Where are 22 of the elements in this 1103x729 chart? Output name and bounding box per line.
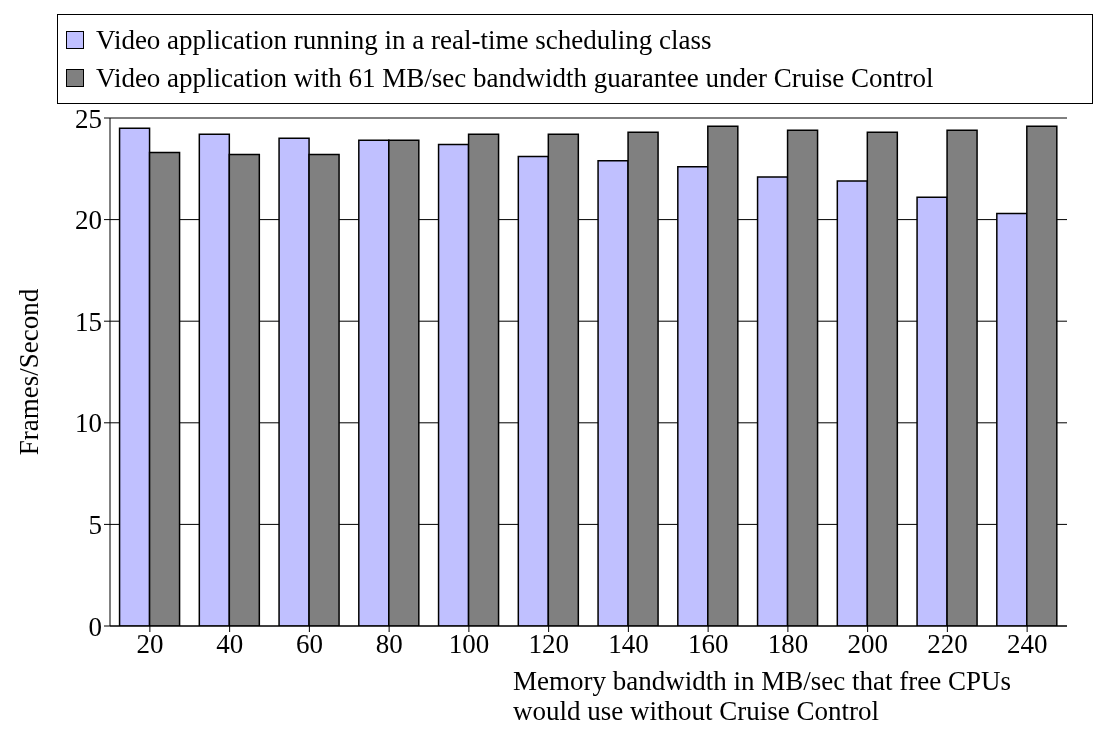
legend-label: Video application with 61 MB/sec bandwidth guarantee under Cruise Control [96,62,934,95]
x-tick-label: 220 [927,629,968,660]
x-tick-label: 60 [295,629,323,660]
y-tick-label: 0 [88,611,102,642]
x-tick-label: 40 [216,629,244,660]
y-tick-label: 5 [88,509,102,540]
x-tick-label: 180 [767,629,809,660]
x-tick-label: 80 [375,629,403,660]
y-tick-label: 20 [75,205,102,236]
x-tick-label: 120 [528,629,569,660]
x-tick-label: 200 [847,629,888,660]
x-axis-title: Memory bandwidth in MB/sec that free CPUs would use without Cruise Control [513,666,1012,726]
y-tick-label: 15 [75,306,102,337]
x-tick-label: 140 [608,629,649,660]
x-tick-label: 240 [1006,629,1048,660]
x-tick-label: 20 [136,629,164,660]
y-axis-title: Frames/Second [13,288,44,456]
x-tick-label: 160 [687,629,729,660]
y-tick-label: 10 [75,408,102,439]
x-tick-label: 100 [448,629,490,660]
legend-label: Video application running in a real-time scheduling class [96,24,712,57]
y-tick-label: 25 [75,103,102,134]
